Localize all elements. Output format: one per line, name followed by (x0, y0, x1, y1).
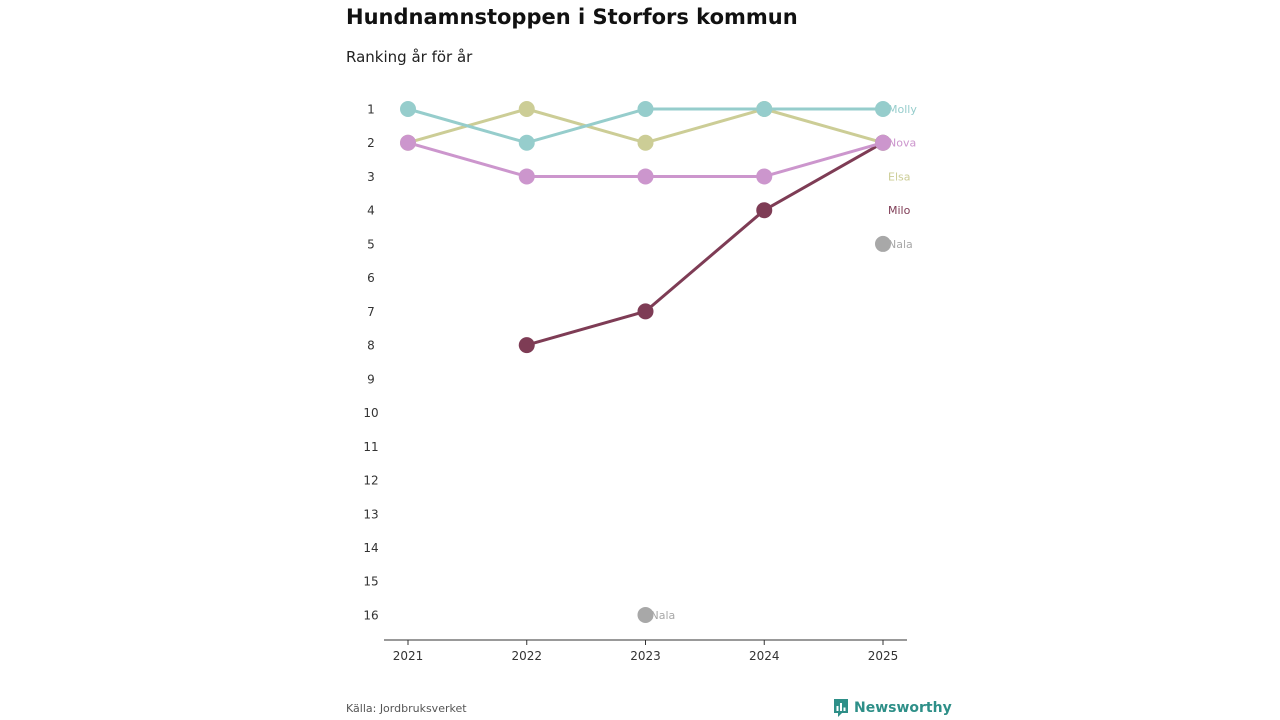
point-nova-2022 (518, 168, 535, 185)
end-label-elsa: Elsa (888, 170, 910, 183)
y-tick-label-3: 3 (367, 170, 375, 184)
y-tick-label-5: 5 (367, 237, 375, 251)
point-milo-2024 (756, 202, 773, 219)
point-elsa-2023 (637, 134, 654, 151)
point-nova-2024 (756, 168, 773, 185)
x-tick-label-2023: 2023 (630, 649, 661, 663)
point-nova-2023 (637, 168, 654, 185)
end-label-molly: Molly (888, 103, 917, 116)
end-label-nova: Nova (888, 137, 916, 150)
y-tick-label-9: 9 (367, 372, 375, 386)
point-molly-2021 (400, 101, 416, 117)
series-line-milo (525, 141, 885, 347)
chart-subtitle: Ranking år för år (346, 48, 473, 66)
point-nova-2025 (875, 134, 891, 151)
y-tick-label-4: 4 (367, 204, 375, 218)
point-molly-2022 (518, 134, 535, 151)
x-tick-label-2024: 2024 (749, 649, 780, 663)
point-milo-2023 (637, 303, 654, 320)
point-molly-2023 (637, 101, 654, 117)
y-tick-label-15: 15 (363, 575, 378, 589)
y-tick-label-13: 13 (363, 507, 378, 521)
y-tick-label-1: 1 (367, 103, 375, 117)
x-tick-label-2025: 2025 (868, 649, 899, 663)
point-nova-2021 (400, 134, 416, 151)
point-molly-2024 (756, 101, 773, 117)
y-tick-label-16: 16 (363, 608, 378, 622)
source-note: Källa: Jordbruksverket (346, 702, 467, 715)
x-tick-label-2021: 2021 (393, 649, 424, 663)
y-tick-label-7: 7 (367, 305, 375, 319)
end-label-milo: Milo (888, 204, 911, 217)
y-tick-label-10: 10 (363, 406, 378, 420)
x-tick-label-2022: 2022 (511, 649, 542, 663)
y-tick-label-8: 8 (367, 339, 375, 353)
y-tick-label-2: 2 (367, 136, 375, 150)
point-milo-2022 (518, 337, 535, 354)
point-label-nala-2023: Nala (651, 609, 676, 622)
y-tick-label-11: 11 (363, 440, 378, 454)
y-tick-label-12: 12 (363, 474, 378, 488)
newsworthy-logo[interactable]: Newsworthy (833, 698, 952, 718)
point-elsa-2022 (518, 101, 535, 117)
y-tick-label-14: 14 (363, 541, 378, 555)
point-nala-2023 (637, 606, 654, 623)
chart-title: Hundnamnstoppen i Storfors kommun (346, 5, 798, 29)
point-nala-2025 (875, 235, 891, 252)
end-label-nala: Nala (888, 238, 913, 251)
y-tick-label-6: 6 (367, 271, 375, 285)
bar-chart-logo-icon (834, 699, 848, 717)
point-molly-2025 (875, 101, 891, 117)
brand-name: Newsworthy (854, 700, 952, 716)
